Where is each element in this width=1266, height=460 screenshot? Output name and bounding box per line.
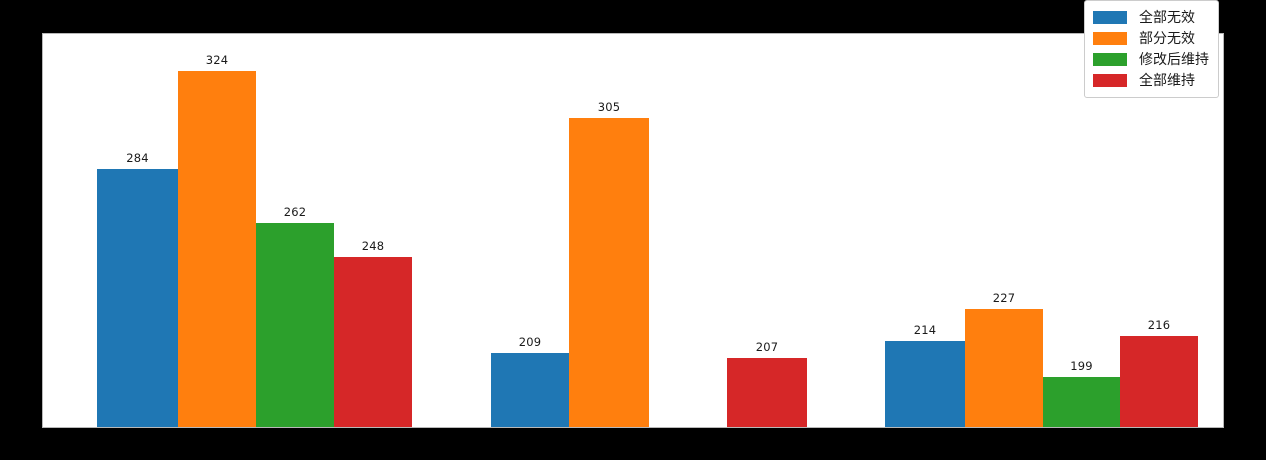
bar-value-label: 324 [205,53,229,68]
bar [97,169,178,427]
legend-item-label: 部分无效 [1139,30,1195,47]
bar-value-label: 199 [1070,359,1093,374]
legend-swatch-orange [1093,32,1127,45]
bar [256,223,334,427]
legend-item[interactable]: 部分无效 [1093,28,1209,49]
bar-value-label: 216 [1147,317,1171,332]
bar [569,117,649,427]
bar-value-label: 207 [755,339,779,354]
legend-swatch-green [1093,53,1127,66]
bar [1043,377,1120,427]
plot-area: 284 324 262 248 209 305 207 214 227 199 216 [42,33,1224,428]
bar-value-label: 262 [283,205,307,220]
bar [965,308,1043,427]
bar [727,357,807,427]
legend-swatch-red [1093,74,1127,87]
legend-item[interactable]: 修改后维持 [1093,49,1209,70]
chart-legend[interactable]: 全部无效部分无效修改后维持全部维持 [1084,0,1219,98]
bar-value-label: 284 [126,151,149,166]
bar-value-label: 227 [992,290,1016,305]
bars-layer [43,34,1223,427]
bar [885,340,965,427]
bar [1120,335,1198,427]
legend-item-label: 全部维持 [1139,72,1195,89]
bar-value-label: 209 [518,334,542,349]
bar [178,71,256,427]
legend-swatch-blue [1093,11,1127,24]
legend-item[interactable]: 全部维持 [1093,70,1209,91]
bar-value-label: 305 [597,99,621,114]
bar [491,352,569,427]
legend-item[interactable]: 全部无效 [1093,7,1209,28]
bar [334,257,412,427]
legend-item-label: 全部无效 [1139,9,1195,26]
bar-value-label: 214 [913,322,937,337]
bar-value-label: 248 [361,239,385,254]
legend-item-label: 修改后维持 [1139,51,1209,68]
